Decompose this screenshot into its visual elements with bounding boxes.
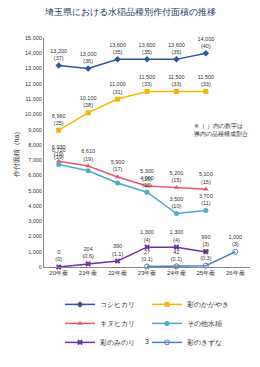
svg-text:13,600(35): 13,600(35) — [168, 42, 185, 55]
svg-text:4,900(13): 4,900(13) — [140, 175, 154, 188]
svg-text:0: 0 — [39, 264, 42, 270]
svg-text:21年産: 21年産 — [79, 269, 98, 276]
svg-text:10,100(28): 10,100(28) — [80, 95, 97, 108]
svg-text:10,000: 10,000 — [25, 111, 42, 117]
svg-text:23年産: 23年産 — [138, 269, 157, 276]
svg-text:5,000: 5,000 — [28, 188, 42, 194]
svg-text:5,200(15): 5,200(15) — [170, 170, 184, 183]
svg-text:11,500(33): 11,500(33) — [198, 74, 214, 87]
svg-text:3: 3 — [145, 338, 149, 345]
svg-text:5,300(15): 5,300(15) — [140, 168, 154, 181]
svg-text:12,000: 12,000 — [25, 81, 42, 87]
svg-text:コシヒカリ: コシヒカリ — [100, 301, 135, 308]
svg-text:3,500(10): 3,500(10) — [170, 196, 184, 209]
svg-text:9,000: 9,000 — [28, 127, 42, 133]
svg-text:3,000: 3,000 — [28, 218, 42, 224]
svg-text:204(0.6): 204(0.6) — [82, 246, 93, 259]
svg-text:15,000: 15,000 — [25, 35, 42, 41]
svg-text:13,200(37): 13,200(37) — [50, 48, 67, 61]
svg-text:8,000: 8,000 — [28, 142, 42, 148]
svg-text:キヌヒカリ: キヌヒカリ — [100, 320, 135, 327]
svg-text:※（ ）内の数字は県内の品種構成割合: ※（ ）内の数字は県内の品種構成割合 — [194, 122, 248, 137]
svg-text:8,960(25): 8,960(25) — [52, 113, 66, 126]
svg-text:13,000: 13,000 — [25, 65, 42, 71]
svg-text:24年産: 24年産 — [167, 269, 186, 276]
svg-text:13,600(35): 13,600(35) — [139, 42, 156, 55]
svg-text:6,930(19): 6,930(19) — [52, 144, 66, 157]
svg-text:彩のみのり: 彩のみのり — [100, 339, 135, 347]
svg-text:990(3): 990(3) — [201, 234, 210, 247]
svg-text:埼玉県における水稲品種別作付面積の推移: 埼玉県における水稲品種別作付面積の推移 — [44, 7, 216, 17]
svg-text:11,000: 11,000 — [25, 96, 41, 102]
svg-text:6,610(19): 6,610(19) — [81, 148, 95, 161]
svg-text:11,000(31): 11,000(31) — [109, 81, 125, 94]
svg-text:13,000(36): 13,000(36) — [80, 51, 97, 64]
svg-text:その他水稲: その他水稲 — [187, 320, 222, 328]
svg-text:1,000(3): 1,000(3) — [228, 234, 242, 247]
svg-text:5,900(17): 5,900(17) — [111, 159, 125, 172]
svg-text:14,000(40): 14,000(40) — [197, 36, 214, 49]
svg-text:90(0.3): 90(0.3) — [200, 248, 211, 261]
svg-text:6,000: 6,000 — [28, 172, 42, 178]
svg-text:20年産: 20年産 — [49, 269, 68, 276]
svg-text:27(0.1): 27(0.1) — [141, 249, 152, 262]
svg-text:11,500(33): 11,500(33) — [168, 74, 184, 87]
svg-text:13,600(35): 13,600(35) — [109, 42, 126, 55]
svg-text:11,500(33): 11,500(33) — [139, 74, 155, 87]
svg-text:1,000: 1,000 — [28, 249, 42, 255]
svg-text:3,700(11): 3,700(11) — [199, 193, 213, 206]
svg-text:1,300(4): 1,300(4) — [140, 230, 154, 243]
svg-text:2,000: 2,000 — [28, 233, 42, 239]
svg-text:25年産: 25年産 — [197, 269, 216, 276]
svg-text:0(0): 0(0) — [55, 249, 62, 262]
svg-text:6,720(19): 6,720(19) — [52, 147, 66, 160]
svg-text:彩のきずな: 彩のきずな — [187, 339, 222, 347]
svg-text:4,000: 4,000 — [28, 203, 42, 209]
svg-text:作付面積（ha）: 作付面積（ha） — [13, 128, 21, 179]
svg-text:5,100(15): 5,100(15) — [199, 171, 213, 184]
svg-text:22年産: 22年産 — [108, 269, 127, 276]
svg-text:26年産: 26年産 — [226, 269, 245, 276]
svg-text:390(1.1): 390(1.1) — [112, 243, 123, 256]
svg-text:14,000: 14,000 — [25, 50, 42, 56]
svg-text:1,300(4): 1,300(4) — [170, 230, 184, 243]
svg-text:42(0.1): 42(0.1) — [171, 249, 182, 262]
svg-text:7,000: 7,000 — [28, 157, 42, 163]
svg-text:彩のかがやき: 彩のかがやき — [187, 301, 229, 309]
